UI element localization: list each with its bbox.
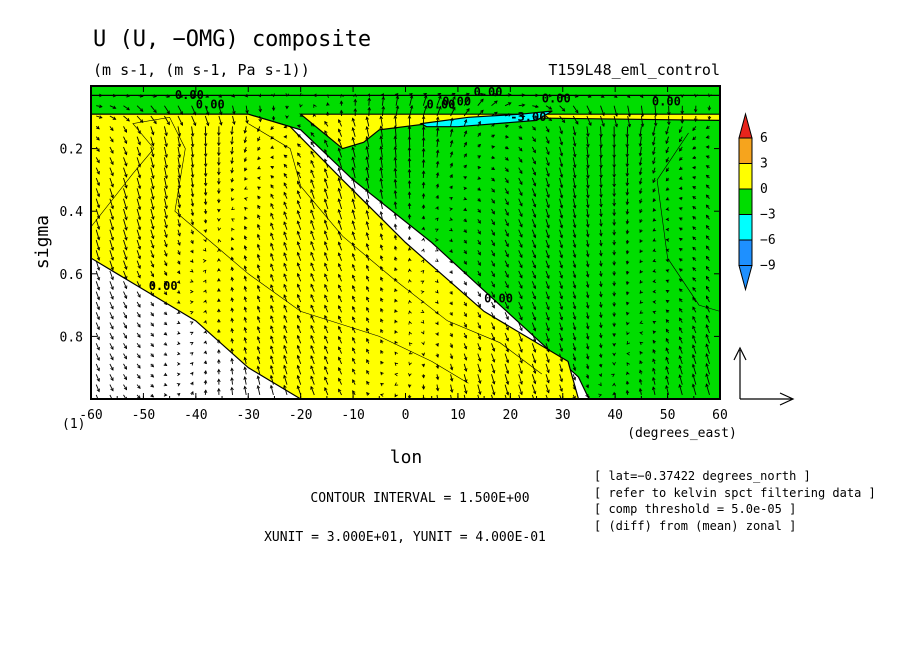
shaded-regions (91, 86, 720, 399)
colorbar-level-label: 3 (760, 157, 768, 172)
note-line-2: [ refer to kelvin spct filtering data ] (594, 486, 876, 500)
vector-arrowhead (464, 402, 467, 405)
vector-arrow (205, 137, 206, 147)
contour-interval-text: CONTOUR INTERVAL = 1.500E+00 (310, 491, 529, 506)
contour-label: 0.00 (474, 85, 503, 99)
colorbar: 6 3 0 −3 −6 −9 (739, 114, 776, 290)
x-tick-label: 0 (402, 408, 410, 423)
vector-arrowhead (422, 249, 425, 252)
x-tick-label: 30 (555, 408, 571, 423)
vector-arrowhead (492, 402, 495, 405)
colorbar-top-triangle (739, 114, 752, 138)
contour-label: 0.00 (652, 94, 681, 108)
vector-arrowhead (190, 322, 193, 325)
colorbar-level-label: −3 (760, 208, 776, 223)
colorbar-bottom-triangle (739, 266, 752, 290)
colorbar-band (739, 138, 752, 164)
note-line-3: [ comp threshold = 5.0e-05 ] (594, 502, 796, 516)
note-line-4: [ (diff) from (mean) zonal ] (594, 519, 796, 533)
vector-arrowhead (478, 402, 481, 405)
vector-reference (734, 348, 793, 405)
vector-arrowhead (435, 248, 438, 251)
vector-arrowhead (190, 353, 193, 356)
x-tick-label: 20 (503, 408, 519, 423)
y-tick-label: 0.4 (60, 205, 84, 220)
x-tick-label: 10 (450, 408, 466, 423)
vector-arrow (627, 126, 628, 137)
vector-arrowhead (190, 363, 193, 366)
contour-label: 0.00 (427, 98, 456, 112)
y-tick-label: 0.8 (60, 330, 83, 345)
x-tick-label: 40 (607, 408, 623, 423)
run-label: T159L48_eml_control (548, 61, 720, 79)
colorbar-band (739, 189, 752, 215)
colorbar-level-label: 0 (760, 182, 768, 197)
contour-label: -3.00 (510, 110, 546, 124)
chart-title: U (U, −OMG) composite (93, 27, 371, 52)
vector-arrowhead (506, 402, 509, 405)
x-tick-label: 60 (712, 408, 728, 423)
x-axis-label: lon (390, 447, 423, 468)
x-tick-label: -40 (184, 408, 207, 423)
vector-arrowhead (450, 401, 453, 404)
x-tick-label: 50 (660, 408, 676, 423)
vector-arrowhead (435, 259, 438, 262)
y-tick-label: 0.6 (60, 268, 83, 283)
colorbar-level-label: −9 (760, 259, 776, 274)
colorbar-band (739, 164, 752, 190)
corner-label: (1) (62, 417, 85, 432)
colorbar-level-label: −6 (760, 233, 776, 248)
x-tick-label: -50 (132, 408, 155, 423)
vector-arrowhead (190, 332, 193, 335)
note-line-1: [ lat=−0.37422 degrees_north ] (594, 469, 811, 483)
vector-arrowhead (190, 343, 193, 346)
x-unit-label: (degrees_east) (627, 426, 737, 441)
colorbar-band (739, 215, 752, 241)
units-text: XUNIT = 3.000E+01, YUNIT = 4.000E-01 (264, 530, 546, 545)
x-tick-label: -30 (237, 408, 260, 423)
x-tick-label: -10 (341, 408, 364, 423)
vector-arrowhead (533, 401, 536, 404)
contour-label: 0.00 (484, 292, 513, 306)
x-tick-label: -20 (289, 408, 312, 423)
y-axis-label: sigma (32, 215, 53, 269)
chart-subtitle: (m s-1, (m s-1, Pa s-1)) (93, 61, 310, 79)
colorbar-level-label: 6 (760, 131, 768, 146)
contour-label: 0.00 (196, 98, 225, 112)
y-tick-label: 0.2 (60, 143, 83, 158)
contour-label: 0.00 (149, 279, 178, 293)
contour-label: 0.00 (542, 91, 571, 105)
vector-arrowhead (520, 402, 523, 405)
colorbar-band (739, 240, 752, 266)
